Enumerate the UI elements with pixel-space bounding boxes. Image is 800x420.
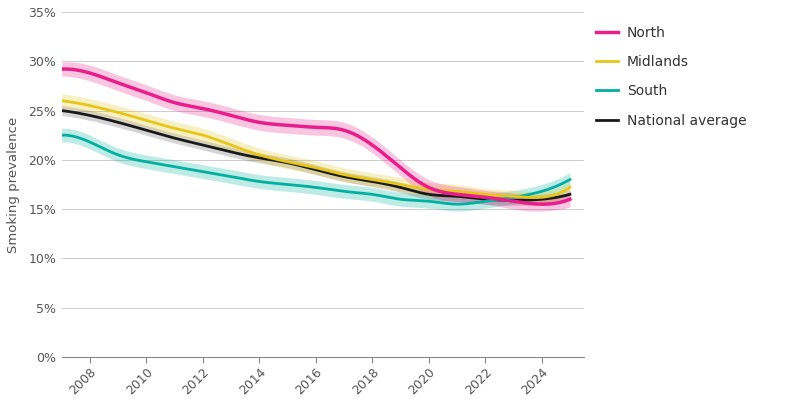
Midlands (426, 187, 436, 192)
South (119, 155, 129, 160)
National average (258, 156, 268, 161)
North (378, 150, 387, 155)
North (427, 186, 437, 192)
Midlands (377, 178, 386, 184)
North (565, 197, 574, 202)
South (259, 180, 269, 185)
North (224, 112, 234, 117)
Line: South: South (62, 135, 570, 204)
Midlands (222, 141, 232, 146)
Line: North: North (62, 69, 570, 204)
National average (57, 108, 66, 113)
Line: Midlands: Midlands (62, 101, 570, 197)
National average (426, 192, 436, 197)
South (224, 173, 234, 178)
South (425, 199, 434, 204)
North (57, 67, 66, 72)
Midlands (565, 185, 574, 190)
Midlands (57, 98, 66, 103)
National average (509, 198, 518, 203)
North (538, 202, 548, 207)
North (259, 121, 269, 126)
North (61, 66, 70, 71)
Legend: North, Midlands, South, National average: North, Midlands, South, National average (596, 26, 746, 128)
National average (118, 121, 128, 126)
National average (222, 149, 232, 154)
South (453, 202, 462, 207)
Midlands (424, 187, 434, 192)
Line: National average: National average (62, 110, 570, 200)
South (58, 133, 68, 138)
South (57, 133, 66, 138)
South (378, 194, 387, 199)
North (119, 82, 129, 87)
National average (565, 192, 574, 197)
Midlands (258, 153, 268, 158)
Midlands (118, 111, 128, 116)
Y-axis label: Smoking prevalence: Smoking prevalence (7, 116, 20, 252)
South (427, 199, 437, 204)
North (425, 185, 434, 190)
Midlands (530, 195, 539, 200)
National average (377, 181, 386, 186)
South (565, 177, 574, 182)
National average (424, 192, 434, 197)
